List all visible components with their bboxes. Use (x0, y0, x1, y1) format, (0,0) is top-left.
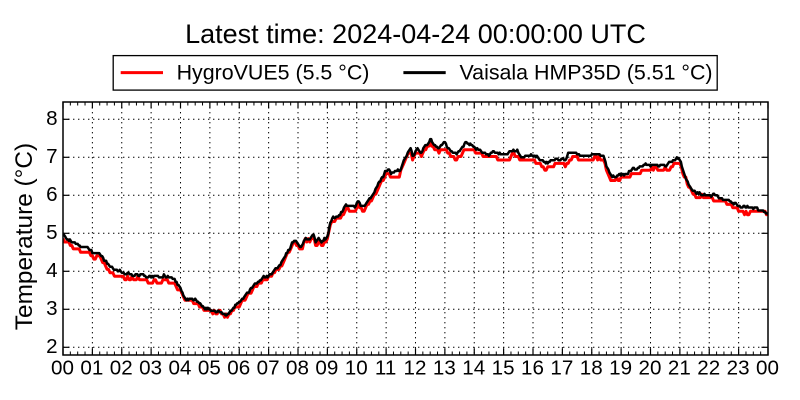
svg-text:12: 12 (404, 357, 427, 380)
svg-text:02: 02 (110, 357, 133, 380)
svg-text:06: 06 (227, 357, 250, 380)
svg-text:Temperature (°C): Temperature (°C) (11, 143, 38, 330)
svg-text:11: 11 (375, 357, 396, 380)
svg-text:5: 5 (46, 221, 57, 244)
svg-text:05: 05 (198, 357, 221, 380)
svg-text:Latest time: 2024-04-24 00:00:: Latest time: 2024-04-24 00:00:00 UTC (185, 19, 646, 49)
svg-text:17: 17 (550, 357, 573, 380)
svg-text:HygroVUE5 (5.5 °C): HygroVUE5 (5.5 °C) (177, 61, 370, 85)
svg-text:09: 09 (315, 357, 338, 380)
svg-text:08: 08 (286, 357, 309, 380)
svg-text:10: 10 (345, 357, 368, 380)
svg-text:07: 07 (257, 357, 280, 380)
svg-text:00: 00 (756, 357, 779, 380)
svg-text:20: 20 (639, 357, 662, 380)
svg-text:21: 21 (668, 357, 691, 380)
svg-text:22: 22 (697, 357, 720, 380)
svg-text:14: 14 (462, 357, 485, 380)
svg-text:13: 13 (433, 357, 456, 380)
svg-text:4: 4 (46, 259, 57, 282)
svg-text:15: 15 (492, 357, 515, 380)
svg-text:03: 03 (139, 357, 162, 380)
svg-text:16: 16 (521, 357, 544, 380)
svg-text:8: 8 (46, 107, 57, 130)
svg-text:Vaisala HMP35D (5.51 °C): Vaisala HMP35D (5.51 °C) (460, 61, 713, 85)
svg-text:7: 7 (46, 145, 57, 168)
svg-text:2: 2 (46, 335, 57, 358)
svg-text:3: 3 (46, 297, 57, 320)
svg-text:23: 23 (727, 357, 750, 380)
svg-text:01: 01 (80, 357, 103, 380)
svg-text:04: 04 (169, 357, 192, 380)
svg-text:6: 6 (46, 183, 57, 206)
svg-text:00: 00 (51, 357, 74, 380)
svg-text:19: 19 (609, 357, 632, 380)
svg-text:18: 18 (580, 357, 603, 380)
